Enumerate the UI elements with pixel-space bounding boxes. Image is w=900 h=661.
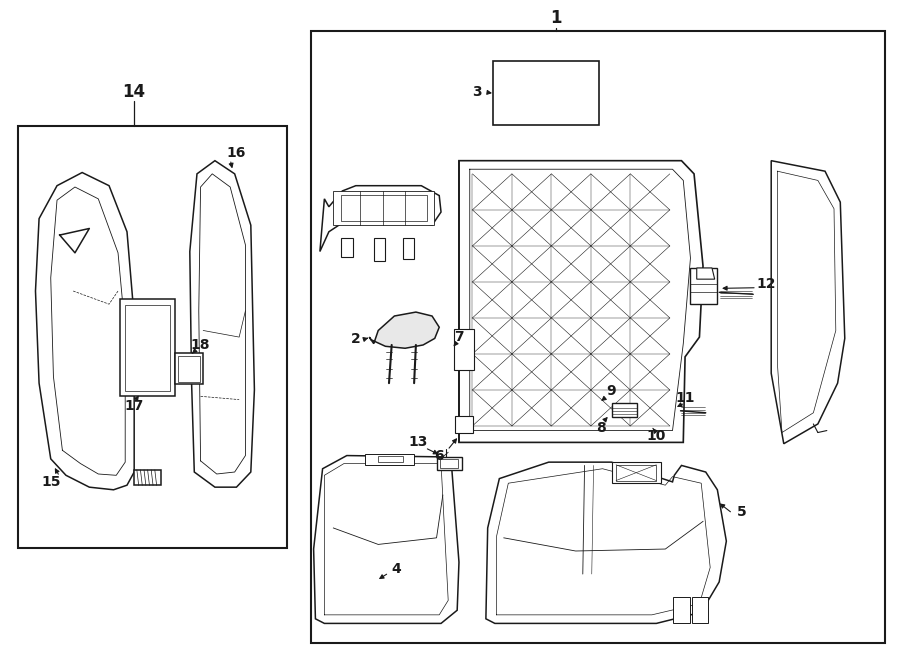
Polygon shape: [374, 239, 385, 261]
Text: 3: 3: [472, 85, 482, 99]
Bar: [455, 416, 473, 432]
Polygon shape: [320, 186, 441, 252]
Bar: [440, 459, 458, 468]
Text: 10: 10: [647, 429, 666, 443]
Bar: [611, 403, 636, 417]
Bar: [310, 31, 886, 643]
Text: 9: 9: [607, 384, 616, 398]
Text: 7: 7: [454, 330, 464, 344]
Bar: [120, 299, 176, 397]
Bar: [692, 597, 708, 623]
Polygon shape: [697, 268, 715, 279]
Bar: [493, 61, 598, 125]
Polygon shape: [486, 462, 726, 623]
Polygon shape: [459, 161, 703, 442]
Text: 8: 8: [596, 421, 606, 435]
Text: 14: 14: [122, 83, 146, 101]
Text: 5: 5: [737, 504, 746, 518]
Polygon shape: [190, 161, 255, 487]
Polygon shape: [313, 455, 459, 623]
Bar: [340, 195, 427, 221]
Bar: [125, 305, 170, 391]
Bar: [454, 329, 474, 370]
Bar: [364, 453, 414, 465]
Polygon shape: [369, 312, 439, 348]
Text: 1: 1: [550, 9, 562, 27]
Text: 11: 11: [675, 391, 695, 405]
Text: 13: 13: [409, 436, 428, 449]
Polygon shape: [35, 173, 134, 490]
Bar: [611, 462, 661, 483]
Polygon shape: [340, 239, 353, 256]
Bar: [690, 268, 717, 304]
Text: 17: 17: [124, 399, 144, 413]
Text: 16: 16: [227, 146, 246, 160]
Bar: [17, 126, 287, 548]
Text: 12: 12: [756, 278, 776, 292]
Bar: [333, 191, 434, 225]
Polygon shape: [134, 470, 161, 485]
Polygon shape: [771, 161, 845, 444]
Bar: [616, 465, 656, 481]
Text: 18: 18: [191, 338, 211, 352]
Bar: [378, 455, 403, 462]
Text: 4: 4: [392, 562, 401, 576]
Bar: [178, 356, 200, 382]
Text: 6: 6: [435, 449, 444, 463]
Bar: [436, 457, 462, 470]
Text: 15: 15: [41, 475, 60, 489]
Text: 2: 2: [351, 332, 361, 346]
Bar: [175, 353, 203, 385]
Bar: [672, 597, 690, 623]
Polygon shape: [403, 239, 414, 259]
